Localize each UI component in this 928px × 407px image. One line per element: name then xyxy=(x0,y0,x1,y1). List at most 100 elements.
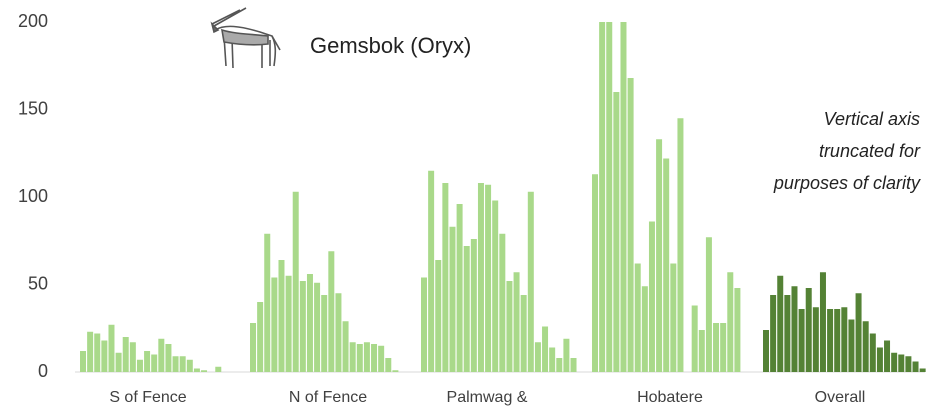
bar xyxy=(129,342,136,372)
bar xyxy=(385,358,392,372)
bar xyxy=(442,183,449,372)
bar xyxy=(371,344,378,372)
bar xyxy=(101,340,108,372)
bar xyxy=(805,288,812,372)
bar xyxy=(869,333,876,372)
bar xyxy=(763,330,769,372)
bar xyxy=(912,361,919,372)
bar xyxy=(819,272,826,372)
bar xyxy=(542,326,549,372)
bar xyxy=(136,359,143,372)
bar xyxy=(115,352,122,372)
bar xyxy=(492,200,499,372)
bar xyxy=(470,239,477,372)
bar xyxy=(299,281,306,372)
bar xyxy=(570,358,577,372)
bar xyxy=(108,324,115,372)
bar xyxy=(713,323,720,372)
bar xyxy=(215,366,222,372)
bar xyxy=(278,260,285,372)
bar xyxy=(257,302,264,372)
bar xyxy=(179,356,186,372)
bar xyxy=(421,277,427,372)
bar xyxy=(520,295,527,372)
bar xyxy=(321,295,328,372)
bar xyxy=(720,323,727,372)
bar xyxy=(727,272,734,372)
bar xyxy=(165,344,172,372)
bar xyxy=(527,191,534,372)
bar xyxy=(891,352,898,372)
bar xyxy=(378,345,385,372)
bar xyxy=(201,370,208,372)
bar xyxy=(463,246,470,372)
bar xyxy=(663,158,670,372)
bar xyxy=(449,226,456,372)
bar xyxy=(485,184,492,372)
bar xyxy=(349,342,356,372)
bar xyxy=(841,307,848,372)
bar xyxy=(456,204,463,372)
y-tick-label: 100 xyxy=(18,186,48,206)
bar xyxy=(862,321,869,372)
bar xyxy=(634,263,641,372)
bar xyxy=(172,356,179,372)
bar xyxy=(627,78,634,372)
bar xyxy=(186,359,193,372)
bar xyxy=(80,351,86,372)
bar xyxy=(477,183,484,372)
bar xyxy=(798,309,805,372)
bar xyxy=(656,139,663,372)
bar xyxy=(827,309,834,372)
bar xyxy=(513,272,520,372)
oryx-icon xyxy=(210,7,281,69)
bar xyxy=(606,22,613,372)
x-tick-label: N of Fence xyxy=(289,389,367,406)
bar xyxy=(613,92,620,372)
bar xyxy=(876,347,883,372)
bar xyxy=(670,263,677,372)
bar xyxy=(271,277,278,372)
bar xyxy=(791,286,798,372)
bar xyxy=(328,251,335,372)
bar xyxy=(898,354,905,372)
y-tick-label: 0 xyxy=(38,361,48,381)
annotation: truncated for xyxy=(819,141,921,161)
bar xyxy=(919,368,926,372)
bar xyxy=(648,221,655,372)
bar xyxy=(392,370,399,372)
bar xyxy=(250,323,256,372)
bar xyxy=(556,358,563,372)
bar xyxy=(592,174,598,372)
bar xyxy=(264,233,271,372)
y-tick-label: 150 xyxy=(18,98,48,118)
bar xyxy=(285,275,292,372)
bar xyxy=(812,307,819,372)
bar xyxy=(599,22,606,372)
bar xyxy=(534,342,541,372)
annotation: purposes of clarity xyxy=(773,173,921,193)
bar xyxy=(363,342,370,372)
bar xyxy=(884,340,891,372)
bar xyxy=(506,281,513,372)
bar xyxy=(677,118,684,372)
bar xyxy=(777,275,784,372)
bar xyxy=(563,338,570,372)
bar xyxy=(193,368,200,372)
bar xyxy=(784,295,791,372)
chart-title: Gemsbok (Oryx) xyxy=(310,33,471,58)
bar xyxy=(855,293,862,372)
bar xyxy=(549,347,556,372)
bar xyxy=(770,295,777,372)
bar xyxy=(905,356,912,372)
bar xyxy=(306,274,313,372)
bar xyxy=(848,319,855,372)
bar xyxy=(620,22,627,372)
y-tick-label: 200 xyxy=(18,11,48,31)
x-tick-label: Overall xyxy=(815,389,866,406)
bar xyxy=(122,337,129,372)
bar xyxy=(705,237,712,372)
bar xyxy=(428,170,435,372)
bar xyxy=(314,282,321,372)
